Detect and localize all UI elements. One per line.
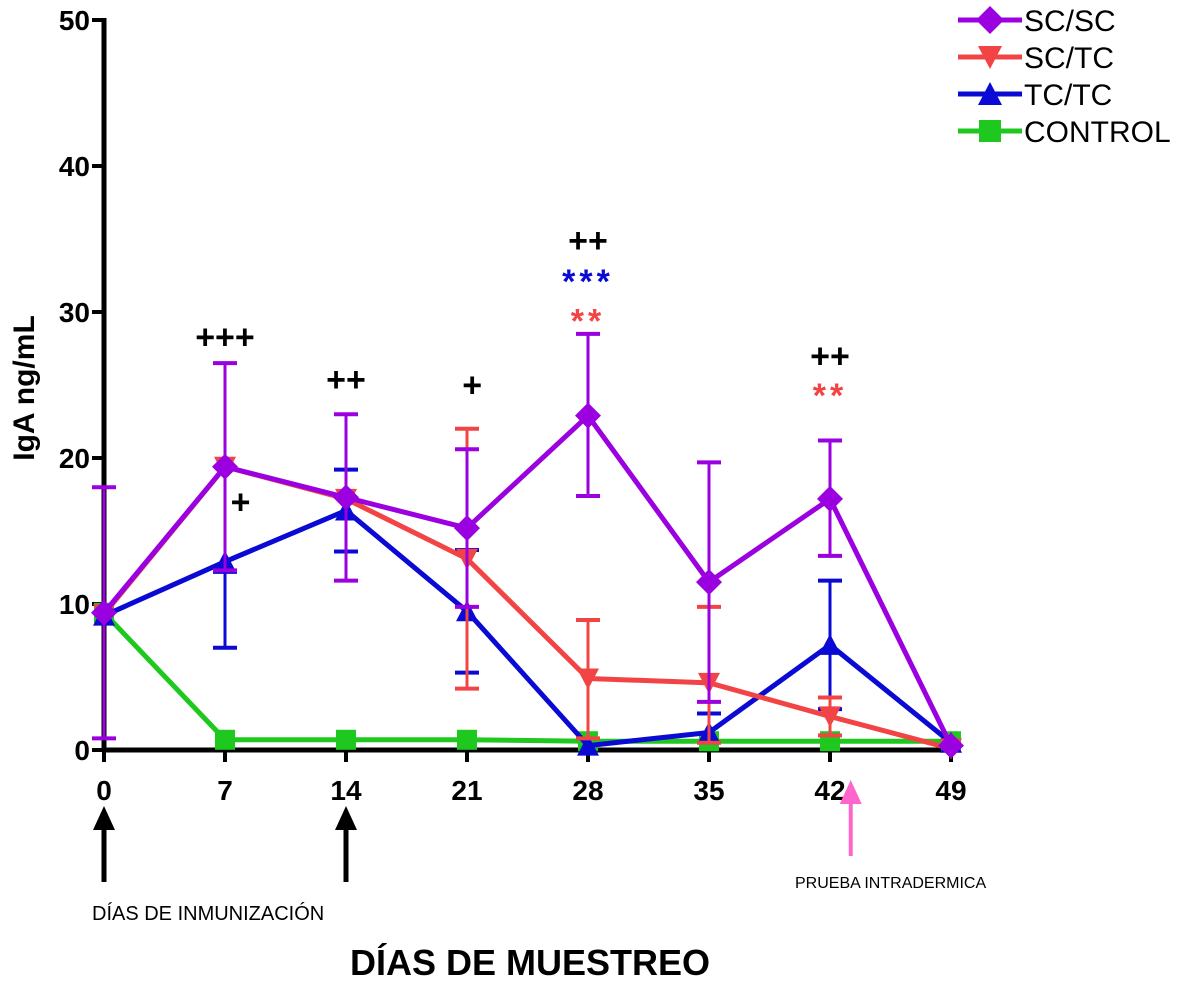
y-tick-label: 20	[59, 443, 90, 474]
annotation: +	[462, 367, 482, 405]
immunization-arrow-head	[93, 806, 115, 830]
x-axis-title: DÍAS DE MUESTREO	[350, 942, 710, 983]
y-tick-label: 50	[59, 5, 90, 36]
x-tick-label: 21	[451, 775, 482, 806]
y-axis-title: IgA ng/mL	[8, 315, 41, 461]
annotation: ***	[562, 263, 614, 301]
immunization-arrow	[335, 806, 357, 882]
legend-swatch-marker	[978, 82, 1002, 105]
annotation: ++	[810, 337, 850, 375]
legend-swatch-marker	[978, 46, 1002, 69]
legend-entry: SC/SC	[958, 5, 1116, 38]
immunization-arrow	[93, 806, 115, 882]
annotation: +++	[195, 319, 255, 357]
data-point-control	[215, 729, 235, 750]
annotation: +	[231, 483, 251, 521]
legend-label: SC/TC	[1024, 42, 1114, 75]
data-point-tc-tc	[819, 633, 841, 655]
legend-label: TC/TC	[1024, 79, 1112, 112]
series-sc-sc	[91, 331, 964, 759]
axes: 0 10 20 30 40 50 0 7 14 21 28 35 42 49	[59, 5, 967, 806]
series-sc-tc	[93, 426, 962, 760]
annotation: ++	[568, 222, 608, 260]
data-point-sc-sc	[212, 453, 238, 480]
y-tick-label: 30	[59, 297, 90, 328]
legend-entry: CONTROL	[958, 116, 1171, 149]
legend: SC/SC SC/TC TC/TC CONTROL	[958, 5, 1171, 149]
annotation: **	[813, 377, 847, 415]
data-point-sc-sc	[938, 732, 964, 759]
y-tick-label: 40	[59, 151, 90, 182]
data-point-sc-tc	[819, 706, 841, 728]
data-point-sc-sc	[817, 485, 843, 512]
series-line-tc-tc	[102, 508, 953, 749]
series-line-control	[102, 611, 951, 744]
legend-swatch-marker	[979, 120, 1001, 142]
immunization-arrow-head	[335, 806, 357, 830]
y-tick-label: 10	[59, 589, 90, 620]
data-point-control	[457, 729, 477, 750]
x-tick-label: 42	[814, 775, 845, 806]
data-point-sc-sc	[575, 402, 601, 429]
x-tick-label: 14	[330, 775, 362, 806]
legend-label: CONTROL	[1024, 116, 1171, 149]
data-point-tc-tc	[577, 734, 599, 756]
series-line-sc-sc	[102, 413, 954, 747]
data-point-control	[336, 729, 356, 750]
intradermal-arrow	[839, 780, 862, 856]
intradermal-label: PRUEBA INTRADERMICA	[795, 875, 986, 892]
immunization-label: DÍAS DE INMUNIZACIÓN	[92, 902, 324, 925]
event-markers: DÍAS DE INMUNIZACIÓN PRUEBA INTRADERMICA	[92, 780, 986, 925]
series-group	[91, 331, 964, 760]
x-tick-label: 28	[572, 775, 603, 806]
data-point-sc-sc	[91, 599, 117, 626]
x-tick-label: 0	[96, 775, 112, 806]
data-point-sc-sc	[454, 515, 480, 542]
intradermal-arrow-head	[839, 780, 862, 804]
x-tick-label: 35	[693, 775, 724, 806]
annotation: ++	[326, 361, 366, 399]
legend-label: SC/SC	[1024, 5, 1116, 38]
legend-swatch-marker	[976, 6, 1004, 34]
legend-entry: SC/TC	[958, 42, 1114, 75]
legend-entry: TC/TC	[958, 79, 1112, 112]
x-tick-label: 49	[935, 775, 966, 806]
data-point-sc-tc	[577, 668, 599, 690]
data-point-sc-sc	[333, 484, 359, 511]
data-point-sc-sc	[696, 569, 722, 596]
annotation: **	[571, 302, 605, 340]
y-tick-label: 0	[74, 735, 90, 766]
x-tick-label: 7	[217, 775, 233, 806]
significance-annotations: ++++++ +++*****++**	[195, 222, 850, 521]
